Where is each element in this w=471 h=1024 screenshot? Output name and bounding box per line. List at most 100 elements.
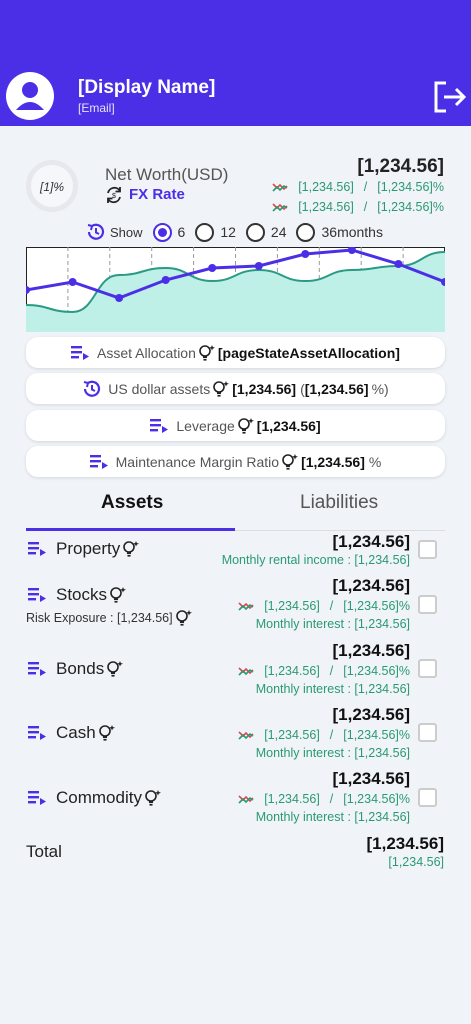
list-icon (71, 346, 89, 360)
usd-assets-value: [1,234.56] (232, 380, 297, 397)
change-separator: / (329, 599, 334, 613)
asset-row-stocks[interactable]: Stocks Risk Exposure : [1,234.56] [1,234… (26, 576, 445, 636)
maintenance-margin-pill[interactable]: Maintenance Margin Ratio [1,234.56] % (26, 446, 445, 477)
radio-36[interactable] (296, 222, 316, 242)
radio-6[interactable] (152, 222, 172, 242)
maintenance-margin-value: [1,234.56] (301, 453, 365, 470)
change-percent: [1,234.56]% (343, 599, 410, 613)
history-icon (84, 380, 101, 397)
lightbulb-icon[interactable] (281, 453, 299, 471)
change-separator: / (363, 180, 368, 194)
asset-value: [1,234.56] (332, 576, 411, 595)
history-icon (87, 223, 105, 240)
change-separator: / (329, 664, 334, 678)
asset-name: Property (28, 539, 142, 559)
net-worth-value: [1,234.56] (357, 156, 444, 177)
app-header: [Display Name] [Email] (0, 0, 471, 126)
trend-icon (272, 181, 288, 193)
asset-name-label: Commodity (56, 788, 142, 807)
tab-assets[interactable]: Assets (101, 492, 164, 513)
asset-name-label: Stocks (56, 585, 108, 604)
chart-point-6 (301, 250, 310, 258)
list-icon (28, 791, 46, 805)
radio-24[interactable] (245, 222, 265, 242)
tab-active-indicator (26, 528, 235, 531)
change-row-1: [1,234.56] / [1,234.56]% (272, 180, 444, 194)
email-label: [Email] (78, 101, 115, 115)
leverage-pill[interactable]: Leverage [1,234.56] (26, 410, 445, 441)
trend-icon (272, 201, 288, 213)
chart-point-1 (68, 278, 77, 286)
lightbulb-icon[interactable] (175, 609, 193, 627)
fx-rate-icon[interactable]: $ (104, 185, 124, 205)
asset-checkbox[interactable] (418, 659, 437, 678)
usd-assets-open: ( (300, 380, 305, 397)
lightbulb-icon[interactable] (98, 724, 116, 742)
change-separator: / (363, 200, 368, 214)
show-label: Show (110, 224, 143, 240)
chart-point-9 (441, 278, 445, 286)
lightbulb-icon[interactable] (237, 417, 255, 435)
trend-icon (238, 600, 254, 612)
asset-checkbox[interactable] (418, 540, 437, 559)
asset-checkbox[interactable] (418, 595, 437, 614)
trend-icon (238, 793, 254, 805)
chart-point-0 (26, 286, 30, 294)
asset-subtext: Monthly rental income : [1,234.56] (221, 553, 410, 567)
asset-checkbox[interactable] (418, 788, 437, 807)
change-separator: / (329, 792, 334, 806)
asset-allocation-pill[interactable]: Asset Allocation [pageStateAssetAllocati… (26, 337, 445, 368)
lightbulb-icon[interactable] (198, 344, 216, 362)
period-12-label: 12 (220, 224, 236, 240)
tab-liabilities[interactable]: Liabilities (300, 492, 379, 513)
chart-point-3 (161, 276, 170, 284)
asset-name-label: Cash (56, 723, 96, 742)
period-selector: Show 6 12 24 36 months (86, 221, 383, 243)
usd-assets-close: %) (371, 380, 389, 397)
asset-checkbox[interactable] (418, 723, 437, 742)
asset-change-row: [1,234.56] / [1,234.56]% (238, 728, 410, 742)
logout-icon[interactable] (432, 80, 468, 114)
lightbulb-icon[interactable] (122, 540, 140, 558)
asset-name-label: Bonds (56, 659, 105, 678)
fx-rate-link[interactable]: FX Rate (129, 186, 185, 203)
asset-row-bonds[interactable]: Bonds [1,234.56] [1,234.56] / [1,234.56]… (26, 641, 445, 701)
list-icon (28, 662, 46, 676)
lightbulb-icon[interactable] (106, 660, 124, 678)
maintenance-margin-label: Maintenance Margin Ratio (115, 453, 280, 470)
change-value: [1,234.56] (264, 664, 320, 678)
asset-name: Bonds (28, 659, 126, 679)
asset-row-cash[interactable]: Cash [1,234.56] [1,234.56] / [1,234.56]%… (26, 705, 445, 765)
tab-divider (26, 530, 445, 531)
change-percent: [1,234.56]% (343, 728, 410, 742)
asset-allocation-value: [pageStateAssetAllocation] (217, 344, 400, 361)
period-24-label: 24 (270, 224, 287, 240)
usd-assets-percent: [1,234.56] (304, 380, 369, 397)
list-icon (28, 726, 46, 740)
lightbulb-icon[interactable] (144, 789, 162, 807)
total-label: Total (26, 842, 62, 861)
list-icon (90, 455, 108, 469)
avatar-icon[interactable] (6, 72, 54, 120)
asset-row-commodity[interactable]: Commodity [1,234.56] [1,234.56] / [1,234… (26, 769, 445, 829)
asset-subtext: Monthly interest : [1,234.56] (255, 617, 410, 631)
change-value: [1,234.56] (264, 599, 320, 613)
radio-12[interactable] (195, 222, 215, 242)
leverage-value: [1,234.56] (256, 417, 321, 434)
risk-exposure-label: Risk Exposure : [1,234.56] (26, 611, 173, 625)
total-subvalue: [1,234.56] (388, 855, 444, 869)
list-icon (28, 542, 46, 556)
asset-change-row: [1,234.56] / [1,234.56]% (238, 599, 410, 613)
period-suffix: months (337, 224, 383, 240)
change-percent: [1,234.56]% (343, 664, 410, 678)
asset-allocation-label: Asset Allocation (97, 344, 196, 361)
asset-subtext: Monthly interest : [1,234.56] (255, 746, 410, 760)
chart-point-2 (115, 294, 124, 302)
lightbulb-icon[interactable] (109, 586, 127, 604)
usd-assets-label: US dollar assets (108, 380, 211, 397)
asset-row-property[interactable]: Property [1,234.56] Monthly rental incom… (26, 532, 445, 572)
usd-assets-pill[interactable]: US dollar assets [1,234.56] ( [1,234.56]… (26, 373, 445, 404)
lightbulb-icon[interactable] (212, 380, 230, 398)
chart-point-7 (347, 247, 356, 254)
leverage-label: Leverage (176, 417, 235, 434)
